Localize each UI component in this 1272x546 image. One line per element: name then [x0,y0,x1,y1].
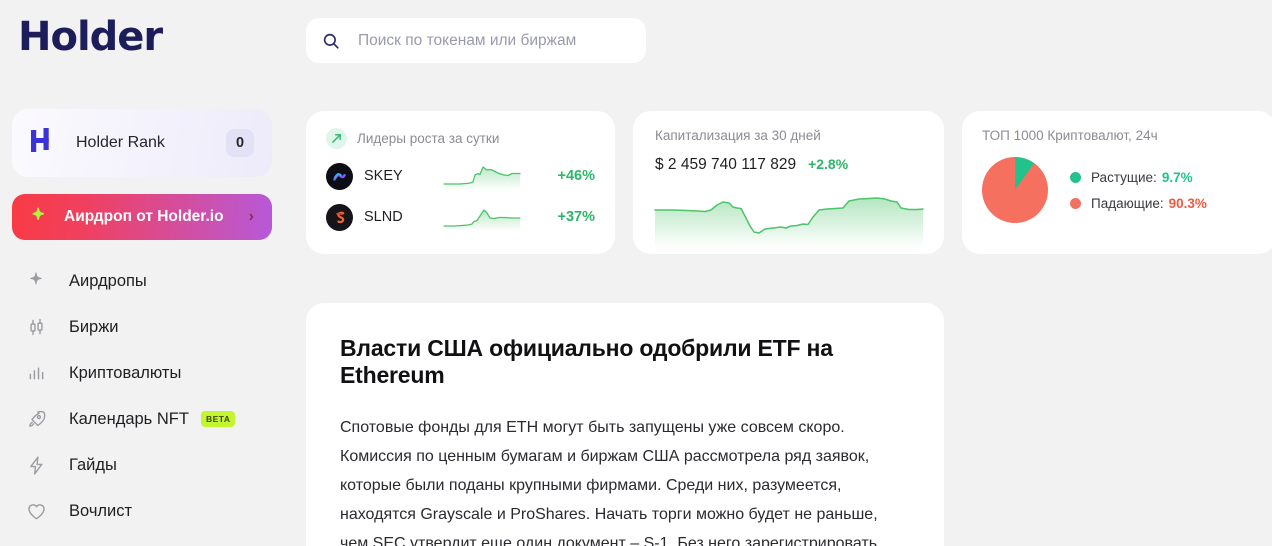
legend-dot-icon [1070,197,1081,209]
sidebar-item-label: Криптовалюты [69,363,182,382]
sidebar-item-guides[interactable]: Гайды [0,442,290,488]
search-input[interactable] [358,31,630,50]
capitalization-card[interactable]: Капитализация за 30 дней $ 2 459 740 117… [633,111,944,254]
sparkle-icon [30,206,48,228]
rocket-icon [26,409,47,430]
legend-label: Падающие: [1091,195,1164,211]
article-excerpt: Спотовые фонды для ETH могут быть запуще… [340,419,878,546]
sidebar-nav: Аирдропы Биржи Криптов [0,258,290,534]
token-symbol: SLND [364,209,403,225]
token-change: +37% [557,209,596,225]
sidebar-item-cryptocurrencies[interactable]: Криптовалюты [0,350,290,396]
growth-leaders-header: Лидеры роста за сутки [326,128,595,149]
gainers-losers-pie-chart [982,157,1048,223]
lightning-icon [26,455,47,476]
bar-chart-icon [26,363,47,384]
holder-rank-card[interactable]: Holder Rank 0 [12,109,272,177]
growth-leaders-card[interactable]: Лидеры роста за сутки SKEY [306,111,615,254]
sidebar-item-label: Аирдропы [69,271,147,290]
sidebar-item-nft-calendar[interactable]: Календарь NFT BETA [0,396,290,442]
capitalization-title: Капитализация за 30 дней [655,128,821,143]
top-1000-title: ТОП 1000 Криптовалют, 24ч [982,128,1158,143]
sidebar: Holder Rank 0 Аирдроп от Holder.io › Аир… [0,95,290,534]
search-bar[interactable] [306,18,646,63]
holder-rank-label: Holder Rank [76,134,165,151]
brand-logo[interactable]: Holder [18,14,163,60]
sidebar-item-label: Гайды [69,455,117,474]
slnd-sparkline-chart [442,203,521,231]
article-card[interactable]: Власти США официально одобрили ETF на Et… [306,303,944,546]
trend-up-icon [326,128,347,149]
capitalization-value-row: $ 2 459 740 117 829 +2.8% [633,156,944,174]
search-icon [322,32,340,50]
token-change: +46% [557,168,596,184]
legend-item-gainers: Растущие: 9.7% [1070,164,1207,190]
list-item[interactable]: SKEY +46% [326,162,595,190]
legend-dot-icon [1070,171,1081,183]
legend-value: 9.7% [1161,169,1193,185]
heart-icon [26,501,47,522]
stat-cards: Лидеры роста за сутки SKEY [306,111,1272,254]
sidebar-item-airdrops[interactable]: Аирдропы [0,258,290,304]
top-1000-card[interactable]: ТОП 1000 Криптовалют, 24ч Растущие: 9.7% [962,111,1272,254]
growth-leaders-title: Лидеры роста за сутки [357,131,500,146]
holder-h-mark-icon [30,127,52,159]
legend-label: Растущие: [1091,169,1157,185]
skey-sparkline-chart [442,162,521,190]
sparkle-icon [26,271,47,292]
sidebar-item-label: Вочлист [69,501,133,520]
slnd-token-icon [326,203,353,231]
header: Holder [0,0,1272,82]
airdrop-label: Аирдроп от Holder.io [64,208,224,225]
capitalization-value: $ 2 459 740 117 829 [655,156,797,173]
skey-token-icon [326,162,353,190]
capitalization-delta: +2.8% [808,156,849,172]
list-item[interactable]: SLND +37% [326,203,595,231]
capitalization-area-chart [653,186,925,248]
legend-item-losers: Падающие: 90.3% [1070,190,1207,216]
token-symbol: SKEY [364,168,403,184]
sidebar-item-label: Календарь NFT [69,409,189,428]
holder-rank-value: 0 [226,129,254,157]
sidebar-item-exchanges[interactable]: Биржи [0,304,290,350]
airdrop-button[interactable]: Аирдроп от Holder.io › [12,194,272,240]
chevron-right-icon: › [248,208,254,225]
status-badge: BETA [200,411,236,427]
top-1000-content: Растущие: 9.7% Падающие: 90.3% [982,157,1256,223]
sidebar-item-label: Биржи [69,317,119,336]
candlestick-icon [26,317,47,338]
sidebar-item-watchlist[interactable]: Вочлист [0,488,290,534]
pie-legend: Растущие: 9.7% Падающие: 90.3% [1070,164,1207,216]
article-title: Власти США официально одобрили ETF на Et… [340,335,833,388]
legend-value: 90.3% [1168,195,1207,211]
